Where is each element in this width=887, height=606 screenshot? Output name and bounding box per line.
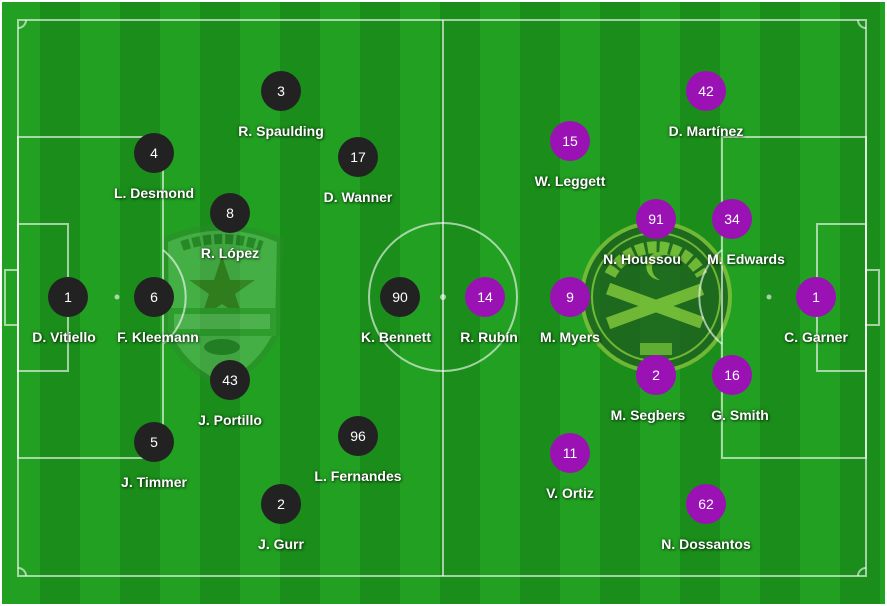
- player-name: V. Ortiz: [546, 485, 594, 501]
- away-player[interactable]: 42 D. Martínez: [669, 71, 743, 139]
- player-number-badge[interactable]: 4: [134, 133, 174, 173]
- player-number-badge[interactable]: 43: [210, 360, 250, 400]
- player-number-badge[interactable]: 11: [550, 433, 590, 473]
- player-number-badge[interactable]: 2: [261, 484, 301, 524]
- player-number-badge[interactable]: 6: [134, 277, 174, 317]
- player-number-badge[interactable]: 5: [134, 422, 174, 462]
- home-player[interactable]: 5 J. Timmer: [121, 422, 187, 490]
- player-name: J. Gurr: [258, 536, 304, 552]
- pitch-stripe: [200, 2, 240, 604]
- player-name: R. Spaulding: [238, 123, 324, 139]
- player-name: K. Bennett: [361, 329, 431, 345]
- player-name: J. Portillo: [198, 412, 262, 428]
- player-number-badge[interactable]: 42: [686, 71, 726, 111]
- player-name: C. Garner: [784, 329, 848, 345]
- away-player[interactable]: 15 W. Leggett: [535, 121, 605, 189]
- player-name: N. Dossantos: [661, 536, 751, 552]
- player-number-badge[interactable]: 62: [686, 484, 726, 524]
- away-player[interactable]: 2 M. Segbers: [611, 355, 685, 423]
- player-name: G. Smith: [711, 407, 769, 423]
- player-number-badge[interactable]: 15: [550, 121, 590, 161]
- home-player[interactable]: 4 L. Desmond: [114, 133, 194, 201]
- away-player[interactable]: 16 G. Smith: [711, 355, 769, 423]
- player-name: R. Rubín: [460, 329, 518, 345]
- home-player[interactable]: 6 F. Kleemann: [117, 277, 199, 345]
- player-number-badge[interactable]: 34: [712, 199, 752, 239]
- home-player[interactable]: 90 K. Bennett: [361, 277, 431, 345]
- player-number-badge[interactable]: 17: [338, 137, 378, 177]
- away-player[interactable]: 11 V. Ortiz: [546, 433, 594, 501]
- player-name: M. Myers: [540, 329, 600, 345]
- player-number-badge[interactable]: 3: [261, 71, 301, 111]
- player-name: R. López: [200, 245, 260, 261]
- player-number-badge[interactable]: 9: [550, 277, 590, 317]
- player-number-badge[interactable]: 14: [465, 277, 505, 317]
- away-player[interactable]: 91 N. Houssou: [603, 199, 681, 267]
- player-name: W. Leggett: [534, 173, 606, 189]
- player-number-badge[interactable]: 90: [380, 277, 420, 317]
- player-name: M. Edwards: [707, 251, 785, 267]
- away-player[interactable]: 62 N. Dossantos: [661, 484, 751, 552]
- player-name: F. Kleemann: [117, 329, 199, 345]
- player-number-badge[interactable]: 2: [636, 355, 676, 395]
- home-player[interactable]: 1 D. Vitiello: [32, 277, 96, 345]
- player-number-badge[interactable]: 91: [636, 199, 676, 239]
- player-name: N. Houssou: [603, 251, 681, 267]
- home-player[interactable]: 2 J. Gurr: [258, 484, 304, 552]
- player-name: L. Fernandes: [314, 468, 402, 484]
- player-number-badge[interactable]: 16: [712, 355, 752, 395]
- away-player[interactable]: 14 R. Rubín: [460, 277, 518, 345]
- away-player[interactable]: 34 M. Edwards: [707, 199, 785, 267]
- charleston-battery-logo: [580, 221, 732, 373]
- player-number-badge[interactable]: 8: [210, 193, 250, 233]
- pitch-stripe: [840, 2, 880, 604]
- player-name: D. Wanner: [323, 189, 393, 205]
- away-player[interactable]: 9 M. Myers: [540, 277, 600, 345]
- home-player[interactable]: 17 D. Wanner: [324, 137, 392, 205]
- player-name: L. Desmond: [113, 185, 195, 201]
- player-number-badge[interactable]: 96: [338, 416, 378, 456]
- player-name: J. Timmer: [121, 474, 187, 490]
- pitch-stripe: [760, 2, 800, 604]
- home-player[interactable]: 3 R. Spaulding: [238, 71, 324, 139]
- home-player[interactable]: 96 L. Fernandes: [314, 416, 402, 484]
- player-name: D. Martínez: [668, 123, 744, 139]
- player-name: M. Segbers: [610, 407, 686, 423]
- player-number-badge[interactable]: 1: [48, 277, 88, 317]
- away-player[interactable]: 1 C. Garner: [784, 277, 848, 345]
- player-name: D. Vitiello: [32, 329, 96, 345]
- player-number-badge[interactable]: 1: [796, 277, 836, 317]
- home-player[interactable]: 43 J. Portillo: [198, 360, 262, 428]
- home-player[interactable]: 8 R. López: [201, 193, 259, 261]
